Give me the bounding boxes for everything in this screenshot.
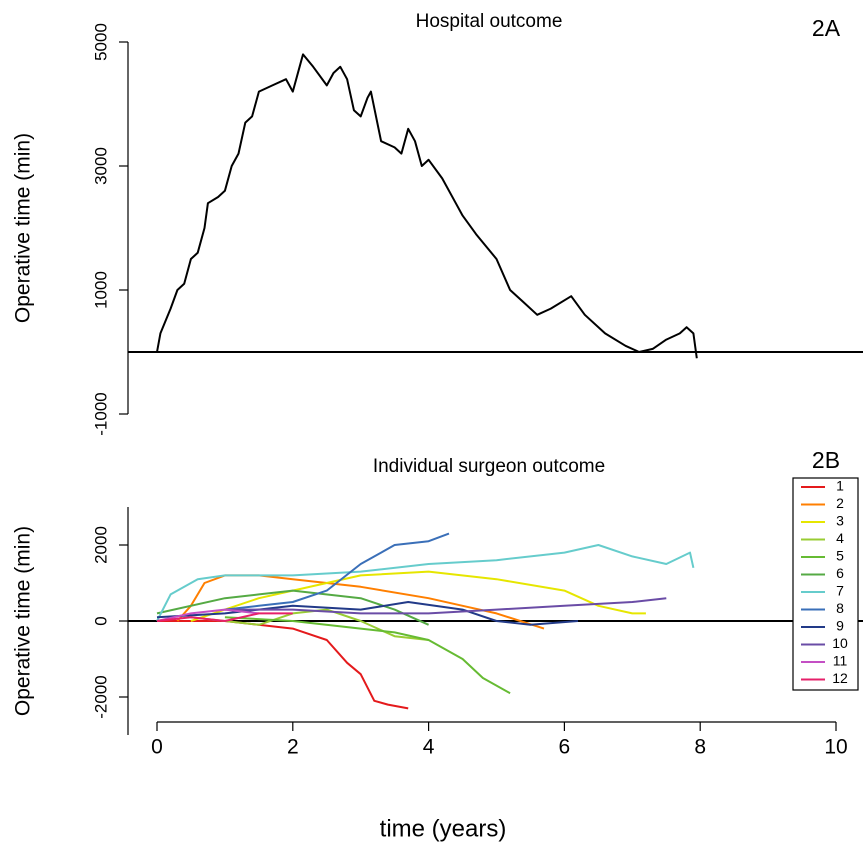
x-tick-label: 6	[559, 736, 571, 759]
legend-label: 11	[833, 653, 848, 669]
y-tick-label: 3000	[91, 147, 110, 185]
series-line	[224, 532, 450, 611]
series-line	[156, 589, 430, 626]
chart-title: Hospital outcome	[416, 11, 563, 32]
legend-label: 6	[836, 565, 844, 581]
x-tick-label: 10	[824, 736, 847, 759]
y-axis-title: Operative time (min)	[12, 133, 35, 323]
chart-title: Individual surgeon outcome	[373, 456, 605, 477]
x-tick-label: 0	[151, 736, 163, 759]
legend-label: 3	[836, 513, 844, 529]
legend-label: 5	[836, 548, 844, 564]
y-tick-label: 0	[91, 616, 110, 625]
x-axis-title: time (years)	[380, 815, 507, 842]
series-line	[176, 574, 545, 630]
series-line	[190, 570, 646, 622]
series-line	[157, 620, 409, 710]
legend-label: 2	[836, 495, 844, 511]
series-line	[156, 612, 293, 622]
x-tick-label: 2	[287, 736, 299, 759]
legend-label: 1	[836, 478, 844, 494]
y-axis-title: Operative time (min)	[12, 526, 35, 716]
y-tick-label: 2000	[91, 526, 110, 564]
legend-label: 7	[836, 583, 844, 599]
legend-label: 10	[832, 635, 848, 651]
x-tick-label: 4	[423, 736, 435, 759]
y-tick-label: 5000	[91, 23, 110, 61]
series-line	[156, 544, 695, 622]
series-line	[156, 608, 260, 622]
panel-label: 2B	[812, 447, 840, 473]
legend-label: 12	[832, 670, 848, 686]
y-tick-label: -2000	[91, 675, 110, 718]
series-line	[224, 597, 667, 615]
panel-label: 2A	[812, 15, 841, 41]
y-tick-label: -1000	[91, 392, 110, 435]
legend-label: 4	[836, 530, 844, 546]
series-line	[156, 53, 698, 359]
legend-label: 9	[836, 618, 844, 634]
series-line	[156, 601, 579, 626]
series-line	[224, 616, 511, 695]
y-tick-label: 1000	[91, 271, 110, 309]
x-tick-label: 8	[694, 736, 706, 759]
legend-label: 8	[836, 600, 844, 616]
legend-box	[792, 477, 859, 691]
